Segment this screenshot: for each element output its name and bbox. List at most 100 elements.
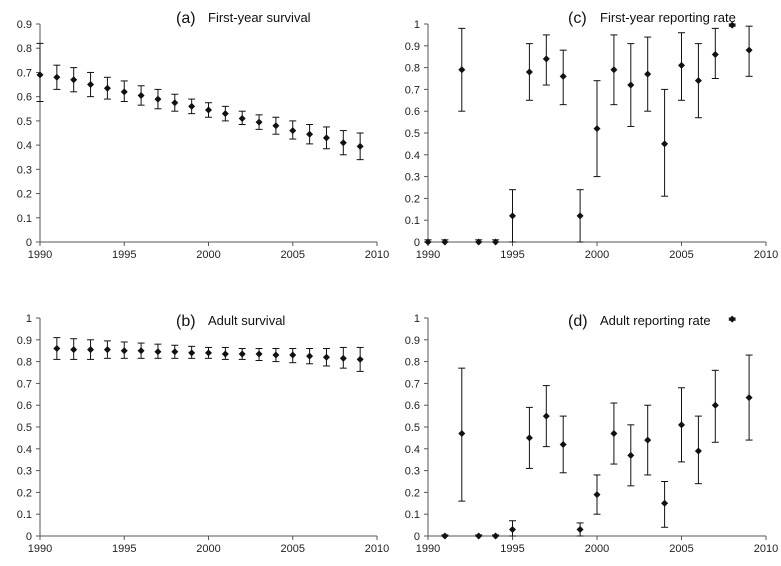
panel-a-title: First-year survival	[208, 10, 311, 25]
diamond-marker	[593, 491, 601, 499]
x-tick-label: 2000	[585, 249, 609, 261]
diamond-marker	[205, 106, 212, 114]
data-point-2009	[356, 132, 364, 161]
y-tick-label: 0.5	[17, 422, 32, 434]
panel-c-y-ticks: 0 0.1 0.2 0.3 0.4 0.5 0.6 0.7 0.8 0.9 1	[405, 19, 428, 249]
diamond-marker	[103, 84, 111, 92]
data-point-2002	[238, 348, 246, 360]
data-point-1994	[492, 238, 500, 246]
x-tick-label: 1990	[416, 543, 440, 555]
diamond-marker	[154, 95, 162, 103]
data-point-2005	[289, 120, 297, 140]
data-point-2009	[356, 346, 364, 372]
y-tick-label: 0	[414, 531, 420, 543]
data-point-2001	[610, 402, 618, 465]
diamond-marker	[475, 532, 483, 540]
diamond-marker	[509, 525, 516, 533]
data-point-1999	[188, 98, 196, 115]
data-point-2008	[728, 21, 736, 29]
data-point-2005	[289, 348, 297, 364]
data-point-2000	[205, 102, 212, 118]
data-point-2009	[745, 354, 753, 441]
y-tick-label: 0.7	[17, 67, 32, 79]
y-tick-label: 0.1	[405, 509, 420, 521]
data-point-1995	[509, 520, 516, 537]
panel-b: 0 0.1 0.2 0.3 0.4 0.5 0.6 0.7 0.8 0.9 1 1990 1995 20…	[17, 313, 390, 555]
y-tick-label: 0.4	[17, 444, 32, 456]
data-point-1990	[36, 42, 44, 103]
diamond-marker	[120, 88, 128, 96]
diamond-marker	[509, 212, 516, 220]
diamond-marker	[610, 66, 618, 74]
data-point-2002	[238, 110, 246, 126]
data-point-2008	[339, 130, 347, 156]
data-point-1993	[475, 532, 483, 540]
y-tick-label: 0.1	[17, 509, 32, 521]
diamond-marker	[441, 238, 449, 246]
y-tick-label: 0	[26, 237, 32, 249]
x-tick-label: 1995	[500, 249, 524, 261]
data-point-1993	[475, 238, 483, 246]
data-point-1996	[137, 85, 145, 106]
diamond-marker	[576, 525, 584, 533]
panel-a: 0 0.1 0.2 0.3 0.4 0.5 0.6 0.7 0.8 0.9 1990 1995 200…	[17, 10, 390, 261]
y-tick-label: 0.7	[17, 378, 32, 390]
y-tick-label: 0.4	[17, 140, 32, 152]
diamond-marker	[205, 349, 212, 357]
diamond-marker	[559, 440, 567, 448]
diamond-marker	[339, 354, 347, 362]
y-tick-label: 0.8	[17, 43, 32, 55]
diamond-marker	[356, 355, 364, 363]
data-point-2002	[627, 43, 635, 127]
diamond-marker	[542, 412, 550, 420]
y-tick-label: 0.9	[17, 335, 32, 347]
data-point-2000	[205, 346, 212, 359]
diamond-marker	[745, 46, 753, 54]
panel-a-label: (a)	[176, 10, 196, 27]
data-point-2004	[272, 116, 280, 135]
panel-c-x-ticks: 1990 1995 2000 2005 2010	[416, 242, 778, 261]
data-point-1995	[120, 80, 128, 103]
data-point-1993	[87, 71, 95, 98]
data-point-1998	[559, 49, 567, 106]
diamond-marker	[475, 238, 483, 246]
y-tick-label: 0.2	[405, 193, 420, 205]
y-tick-label: 1	[26, 313, 32, 325]
data-point-1992	[458, 27, 466, 112]
y-tick-label: 0.3	[405, 466, 420, 478]
diamond-marker	[424, 238, 432, 246]
diamond-marker	[238, 350, 246, 358]
panel-b-y-ticks: 0 0.1 0.2 0.3 0.4 0.5 0.6 0.7 0.8 0.9 1	[17, 313, 40, 543]
data-point-1996	[525, 406, 533, 469]
data-point-2001	[221, 105, 229, 122]
y-tick-label: 1	[414, 19, 420, 31]
diamond-marker	[728, 21, 736, 29]
x-tick-label: 1990	[28, 543, 52, 555]
data-point-1991	[441, 532, 449, 540]
x-tick-label: 2000	[585, 543, 609, 555]
panel-b-marks	[53, 337, 364, 372]
diamond-marker	[492, 532, 500, 540]
data-point-2004	[272, 348, 280, 363]
data-point-2000	[593, 474, 601, 515]
x-tick-label: 2005	[669, 249, 693, 261]
data-point-1991	[441, 238, 449, 246]
y-tick-label: 0.9	[405, 335, 420, 347]
data-point-2006	[306, 348, 314, 365]
diamond-marker	[525, 68, 533, 76]
data-point-1999	[576, 522, 584, 537]
data-point-1993	[87, 339, 95, 360]
diamond-marker	[171, 99, 179, 107]
diamond-marker	[154, 348, 162, 356]
panel-c-label: (c)	[568, 10, 587, 27]
panel-a-marks	[36, 42, 364, 161]
panel-d-x-ticks: 1990 1995 2000 2005 2010	[416, 536, 778, 555]
y-tick-label: 0.4	[405, 444, 420, 456]
x-tick-label: 2005	[669, 543, 693, 555]
diamond-marker	[627, 451, 635, 459]
data-point-1992	[70, 338, 78, 360]
y-tick-label: 0.8	[17, 357, 32, 369]
diamond-marker	[694, 77, 702, 85]
diamond-marker	[87, 346, 95, 354]
data-point-1994	[103, 76, 111, 100]
